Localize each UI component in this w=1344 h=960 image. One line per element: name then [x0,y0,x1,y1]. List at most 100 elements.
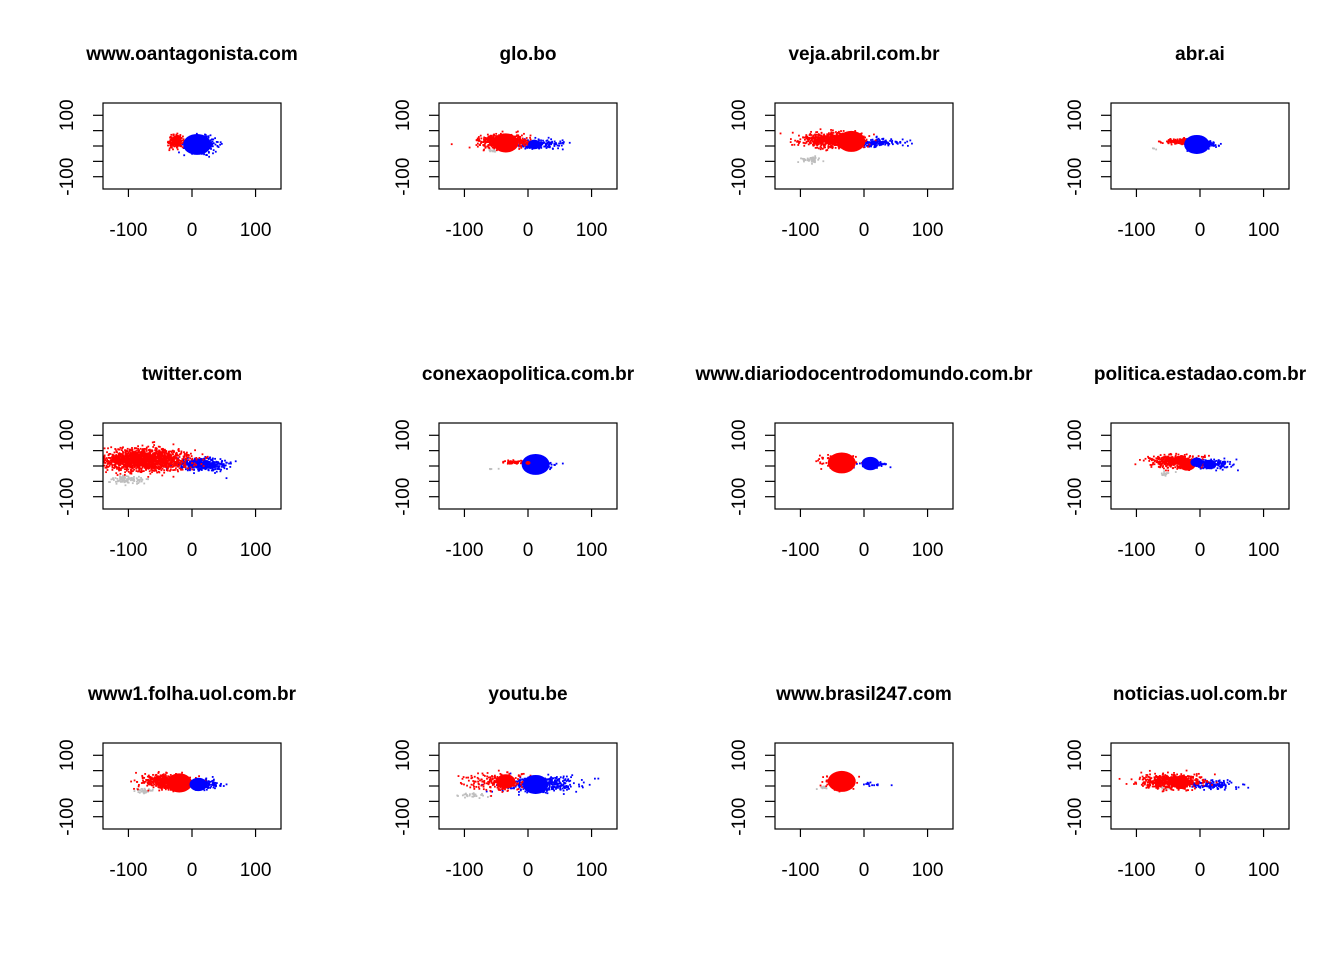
scatter-point [131,459,134,462]
scatter-point [205,466,208,468]
scatter-point [873,133,875,136]
scatter-point [115,482,118,485]
scatter-point [817,158,820,161]
scatter-point [150,467,153,470]
scatter-point [170,450,173,453]
scatter-point [133,454,136,457]
scatter-point [170,459,173,461]
scatter-point [540,143,542,146]
scatter-point [546,142,549,145]
scatter-point [128,455,131,458]
scatter-point [550,143,553,146]
scatter-point [198,457,201,459]
scatter-point [479,134,482,137]
scatter-point [157,451,160,453]
scatter-point [187,459,190,461]
scatter-point [133,475,135,478]
scatter-point [545,142,548,145]
scatter-point [108,456,110,459]
scatter-point [805,141,808,144]
scatter-point [145,456,148,459]
scatter-point [824,137,827,139]
scatter-point [132,451,135,453]
scatter-point [209,464,212,467]
scatter-point [876,141,878,144]
scatter-point [150,456,153,459]
scatter-point [127,468,130,471]
scatter-point [819,148,822,151]
scatter-point [105,465,108,468]
scatter-point [543,145,546,148]
scatter-point [177,454,180,457]
scatter-point [151,471,153,474]
scatter-point [490,145,493,147]
scatter-point [138,453,141,456]
scatter-point [518,460,521,463]
scatter-point [791,143,793,146]
scatter-point [791,131,794,134]
scatter-point [114,457,117,459]
scatter-point [152,464,155,467]
scatter-point [219,141,222,144]
scatter-point [166,461,169,463]
scatter-point [103,447,106,450]
scatter-point [209,134,212,137]
scatter-point [1180,141,1183,144]
scatter-point [141,458,144,461]
scatter-point [221,464,224,467]
scatter-point [478,140,480,142]
scatter-point [158,468,161,471]
scatter-point [529,134,532,137]
scatter-point [494,135,497,137]
scatter-point [172,465,174,468]
scatter-point [161,459,164,461]
scatter-point [212,149,215,152]
scatter-point [499,132,502,135]
scatter-point [158,462,161,465]
scatter-point [214,468,217,470]
scatter-point [152,453,154,456]
scatter-point [806,157,809,160]
scatter-point [107,454,110,457]
scatter-point [162,448,164,450]
scatter-point [560,142,562,145]
scatter-point [495,149,498,152]
scatter-point [144,466,146,469]
scatter-point [814,136,817,139]
scatter-point [110,478,113,481]
scatter-point [1170,143,1173,146]
scatter-point [836,135,839,138]
scatter-point [118,452,121,455]
scatter-point [169,462,172,464]
scatter-point [825,140,828,143]
scatter-point [561,462,564,465]
scatter-point [113,457,116,460]
scatter-point [160,466,163,469]
scatter-point [179,143,182,146]
scatter-point [124,454,127,456]
scatter-point [493,147,496,150]
scatter-point [131,464,134,467]
scatter-point [553,143,556,146]
scatter-point [226,468,228,470]
point-cluster-red [450,130,534,152]
scatter-point [805,134,808,136]
scatter-point [138,470,140,472]
scatter-point [180,468,182,471]
scatter-point [164,455,167,458]
scatter-point [119,462,122,465]
scatter-point [155,461,158,464]
scatter-point [813,141,816,143]
scatter-point [827,141,830,144]
scatter-point [149,465,152,468]
scatter-point [206,455,209,458]
scatter-point [98,464,100,466]
scatter-point [810,130,812,133]
scatter-point [508,462,511,465]
scatter-point [113,459,116,461]
scatter-point [840,130,842,132]
scatter-point [189,466,192,469]
scatter-point [489,143,492,146]
scatter-point [829,141,832,144]
